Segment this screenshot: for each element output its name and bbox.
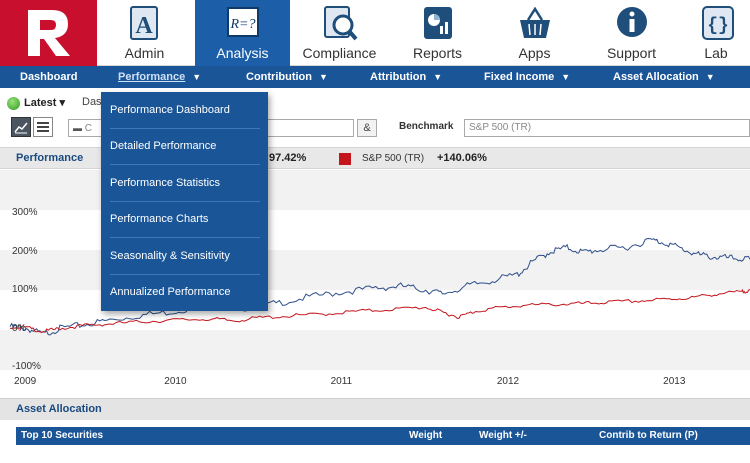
chart-plot [9,237,750,336]
subnav-dashboard[interactable]: Dashboard [20,66,77,88]
nav-tab-label: Compliance [302,45,377,61]
status-online-icon [7,97,20,110]
nav-tab-compliance[interactable]: Compliance [292,0,387,66]
apps-icon [520,6,550,38]
svg-text:R=?: R=? [230,17,256,32]
chart-view-button[interactable] [11,117,31,137]
nav-tab-label: Reports [412,45,463,61]
menu-item-performance-charts[interactable]: Performance Charts [110,213,209,225]
nav-tab-label: Apps [518,45,551,61]
folder-icon: ▬ [73,123,82,133]
menu-divider [110,237,260,238]
sub-navigation: Dashboard Performance ▼ Contribution ▼ Att… [0,66,750,88]
chevron-down-icon: ▼ [705,72,715,82]
performance-dropdown-menu: Performance Dashboard Detailed Performan… [101,92,268,311]
column-header-securities[interactable]: Top 10 Securities [21,430,104,441]
nav-tab-label: Lab [704,45,728,61]
y-tick-label: -100% [12,361,41,372]
asset-allocation-title: Asset Allocation [16,403,102,415]
column-header-contrib[interactable]: Contrib to Return (P) [599,430,698,441]
line-chart-icon [14,122,28,134]
portfolio-return: 97.42% [269,152,307,164]
svg-text:A: A [135,13,153,39]
subnav-label: Dashboard [20,71,78,83]
x-tick-label: 2009 [14,376,37,387]
subnav-fixed-income[interactable]: Fixed Income ▼ [484,66,570,88]
subnav-contribution[interactable]: Contribution ▼ [246,66,328,88]
chevron-down-icon: ▼ [192,72,202,82]
benchmark-return: +140.06% [437,152,487,164]
menu-item-performance-dashboard[interactable]: Performance Dashboard [110,104,230,116]
analysis-icon: R=? [227,7,259,37]
logo[interactable] [0,0,97,66]
performance-title: Performance [16,152,84,164]
x-tick-label: 2011 [330,376,353,387]
latest-row: Latest ▾ Das [0,93,750,113]
portfolio-field-text: C [84,123,93,134]
logo-mark-icon [28,10,70,56]
benchmark-legend-name: S&P 500 (TR) [362,153,425,164]
benchmark-legend-swatch [339,153,351,165]
menu-divider [110,274,260,275]
subnav-label: Asset Allocation [613,71,699,83]
breadcrumb: Das [82,96,102,108]
x-tick-label: 2012 [496,376,520,387]
subnav-label: Performance [118,71,186,83]
nav-tab-admin[interactable]: A Admin [97,0,192,66]
table-icon [37,122,49,132]
top-navigation: A Admin R=? Analysis Compliance [0,0,750,66]
menu-divider [110,201,260,202]
x-tick-label: 2013 [663,376,686,387]
benchmark-series-line [9,288,750,334]
latest-label: Latest [24,97,57,109]
admin-icon: A [130,6,158,40]
nav-tab-support[interactable]: Support [584,0,679,66]
y-tick-label: 200% [12,245,38,257]
subnav-label: Contribution [246,71,312,83]
lab-icon: {} [702,6,734,40]
menu-item-seasonality-sensitivity[interactable]: Seasonality & Sensitivity [110,250,230,262]
subnav-performance[interactable]: Performance ▼ [118,66,201,88]
chevron-down-icon: ▼ [561,72,571,82]
subnav-attribution[interactable]: Attribution ▼ [370,66,442,88]
benchmark-field[interactable]: S&P 500 (TR) [464,119,750,137]
nav-tab-label: Analysis [216,45,269,61]
nav-tab-apps[interactable]: Apps [487,0,582,66]
y-tick-label: 0% [12,322,27,334]
menu-divider [110,164,260,165]
nav-tab-label: Admin [124,45,165,61]
y-tick-label: 100% [12,284,38,295]
support-icon [617,7,647,37]
benchmark-label: Benchmark [399,121,454,132]
chart-band [0,330,750,370]
menu-divider [110,128,260,129]
asset-allocation-header: Asset Allocation [0,398,750,420]
link-button[interactable]: & [357,119,377,137]
column-header-weight[interactable]: Weight [409,430,443,441]
compliance-icon [324,6,358,41]
x-tick-label: 2010 [164,376,187,387]
portfolio-series-line [9,237,750,336]
nav-tab-lab[interactable]: {} Lab [682,0,750,66]
nav-tab-analysis[interactable]: R=? Analysis [195,0,290,66]
latest-selector[interactable]: Latest ▾ [24,97,65,109]
table-view-button[interactable] [33,117,53,137]
subnav-label: Attribution [370,71,427,83]
link-icon: & [363,122,371,134]
chevron-down-icon: ▼ [433,72,443,82]
menu-item-performance-statistics[interactable]: Performance Statistics [110,177,221,189]
subnav-label: Fixed Income [484,71,555,83]
svg-text:{}: {} [707,16,729,36]
nav-tab-reports[interactable]: Reports [390,0,485,66]
securities-table-header: Top 10 Securities Weight Weight +/- Cont… [16,427,750,445]
chevron-down-icon: ▼ [318,72,328,82]
subnav-asset-allocation[interactable]: Asset Allocation ▼ [613,66,715,88]
menu-item-annualized-performance[interactable]: Annualized Performance [110,286,231,298]
column-header-weight-change[interactable]: Weight +/- [479,430,527,441]
y-tick-label: 300% [12,207,38,218]
menu-item-detailed-performance[interactable]: Detailed Performance [110,140,217,152]
reports-icon [424,7,452,39]
nav-tab-label: Support [606,45,657,61]
